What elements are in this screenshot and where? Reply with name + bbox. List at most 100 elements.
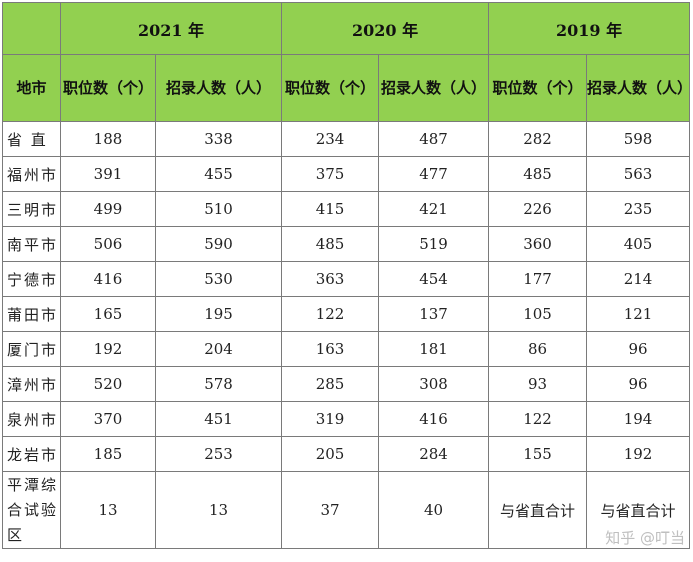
value-cell: 282 <box>488 121 588 157</box>
value-cell: 391 <box>60 156 156 192</box>
value-cell: 477 <box>378 156 490 192</box>
value-cell: 185 <box>60 436 156 472</box>
value-cell: 338 <box>154 121 283 157</box>
value-cell: 37 <box>281 471 380 549</box>
value-cell: 155 <box>488 436 588 472</box>
value-cell: 188 <box>60 121 156 157</box>
region-column-header: 地市 <box>2 54 61 122</box>
value-cell: 40 <box>378 471 490 549</box>
value-cell: 485 <box>281 226 380 262</box>
value-cell: 421 <box>378 191 490 227</box>
value-cell: 93 <box>488 366 588 402</box>
value-cell: 510 <box>154 191 283 227</box>
value-cell: 165 <box>60 296 156 332</box>
value-cell: 506 <box>60 226 156 262</box>
table-row: 福州市 391 455 375 477 485 563 <box>2 156 691 192</box>
region-cell: 漳州市 <box>2 366 61 402</box>
value-cell: 181 <box>378 331 490 367</box>
value-cell: 284 <box>378 436 490 472</box>
value-cell: 13 <box>60 471 156 549</box>
value-cell: 177 <box>488 261 588 297</box>
value-cell: 86 <box>488 331 588 367</box>
table-row: 厦门市 192 204 163 181 86 96 <box>2 331 691 367</box>
value-cell: 122 <box>281 296 380 332</box>
region-cell: 省 直 <box>2 121 61 157</box>
region-cell: 三明市 <box>2 191 61 227</box>
value-cell: 与省直合计 <box>488 471 588 549</box>
value-cell: 253 <box>154 436 283 472</box>
value-cell: 598 <box>586 121 691 157</box>
value-cell: 375 <box>281 156 380 192</box>
value-cell: 455 <box>154 156 283 192</box>
column-header: 招录人数（人） <box>154 54 283 122</box>
region-cell: 平潭综合试验区 <box>2 471 61 549</box>
value-cell: 519 <box>378 226 490 262</box>
watermark: 知乎 @叮当 <box>605 529 685 547</box>
value-cell: 205 <box>281 436 380 472</box>
column-header: 职位数（个） <box>488 54 588 122</box>
value-cell: 416 <box>378 401 490 437</box>
year-header: 2021 年 <box>59 2 283 55</box>
value-cell: 360 <box>488 226 588 262</box>
value-cell: 578 <box>154 366 283 402</box>
value-cell: 454 <box>378 261 490 297</box>
value-cell: 319 <box>281 401 380 437</box>
table-row: 平潭综合试验区 13 13 37 40 与省直合计 与省直合计 <box>2 471 691 549</box>
value-cell: 308 <box>378 366 490 402</box>
value-cell: 214 <box>586 261 691 297</box>
value-cell: 499 <box>60 191 156 227</box>
value-cell: 235 <box>586 191 691 227</box>
value-cell: 137 <box>378 296 490 332</box>
value-cell: 121 <box>586 296 691 332</box>
value-cell: 590 <box>154 226 283 262</box>
value-cell: 与省直合计 <box>586 471 691 549</box>
value-cell: 122 <box>488 401 588 437</box>
value-cell: 520 <box>60 366 156 402</box>
value-cell: 192 <box>586 436 691 472</box>
value-cell: 485 <box>488 156 588 192</box>
value-cell: 163 <box>281 331 380 367</box>
region-cell: 宁德市 <box>2 261 61 297</box>
column-header: 招录人数（人） <box>378 54 490 122</box>
value-cell: 234 <box>281 121 380 157</box>
column-header: 职位数（个） <box>281 54 380 122</box>
table-row: 漳州市 520 578 285 308 93 96 <box>2 366 691 402</box>
region-cell: 南平市 <box>2 226 61 262</box>
year-header: 2020 年 <box>281 2 490 55</box>
region-cell: 莆田市 <box>2 296 61 332</box>
value-cell: 451 <box>154 401 283 437</box>
value-cell: 13 <box>154 471 283 549</box>
value-cell: 563 <box>586 156 691 192</box>
value-cell: 96 <box>586 331 691 367</box>
column-header: 职位数（个） <box>60 54 156 122</box>
value-cell: 192 <box>60 331 156 367</box>
value-cell: 530 <box>154 261 283 297</box>
table-row: 三明市 499 510 415 421 226 235 <box>2 191 691 227</box>
table-row: 南平市 506 590 485 519 360 405 <box>2 226 691 262</box>
value-cell: 370 <box>60 401 156 437</box>
recruitment-table: 2021 年 2020 年 2019 年 地市 职位数（个） 招录人数（人） 职… <box>2 2 692 549</box>
value-cell: 285 <box>281 366 380 402</box>
region-cell: 泉州市 <box>2 401 61 437</box>
region-cell: 福州市 <box>2 156 61 192</box>
table-row: 省 直 188 338 234 487 282 598 <box>2 121 691 157</box>
corner-cell <box>2 2 61 55</box>
table-row: 泉州市 370 451 319 416 122 194 <box>2 401 691 437</box>
table-row: 龙岩市 185 253 205 284 155 192 <box>2 436 691 472</box>
region-cell: 龙岩市 <box>2 436 61 472</box>
value-cell: 96 <box>586 366 691 402</box>
column-header: 招录人数（人） <box>586 54 692 122</box>
table-row: 宁德市 416 530 363 454 177 214 <box>2 261 691 297</box>
value-cell: 487 <box>378 121 490 157</box>
value-cell: 416 <box>60 261 156 297</box>
year-header: 2019 年 <box>488 2 691 55</box>
value-cell: 363 <box>281 261 380 297</box>
value-cell: 204 <box>154 331 283 367</box>
value-cell: 226 <box>488 191 588 227</box>
region-cell: 厦门市 <box>2 331 61 367</box>
value-cell: 195 <box>154 296 283 332</box>
table-row: 莆田市 165 195 122 137 105 121 <box>2 296 691 332</box>
value-cell: 405 <box>586 226 691 262</box>
value-cell: 415 <box>281 191 380 227</box>
value-cell: 194 <box>586 401 691 437</box>
